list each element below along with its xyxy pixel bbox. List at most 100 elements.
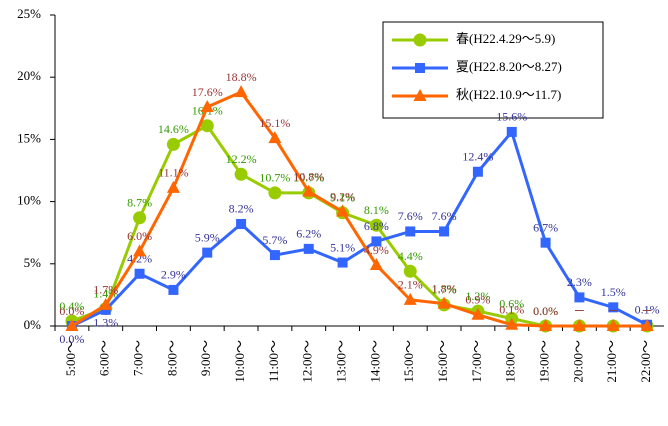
data-label: 7.6% <box>432 209 457 223</box>
data-label: － <box>573 304 585 318</box>
point <box>539 319 553 331</box>
data-label: 0.0% <box>59 332 84 346</box>
x-tick-label: 22:00〜 <box>638 340 653 383</box>
point <box>405 226 416 237</box>
point <box>234 167 248 181</box>
legend-label: 春(H22.4.29〜5.9) <box>456 31 555 46</box>
data-label: 8.1% <box>364 203 389 217</box>
x-tick-label: 14:00〜 <box>367 340 382 383</box>
point <box>269 250 280 261</box>
point <box>99 297 113 310</box>
point <box>505 317 519 330</box>
x-tick-label: 6:00〜 <box>97 340 112 376</box>
data-label: 7.6% <box>398 209 423 223</box>
point <box>415 63 425 73</box>
data-label: 0.6% <box>499 296 524 310</box>
point <box>133 244 147 257</box>
point <box>640 319 654 331</box>
series-line <box>71 90 648 328</box>
point <box>168 284 179 295</box>
data-label: 1.7% <box>93 283 118 297</box>
point <box>134 268 145 279</box>
data-label: 1.3% <box>93 316 118 330</box>
legend-label: 秋(H22.10.9〜11.7) <box>456 87 561 102</box>
point <box>608 302 619 313</box>
x-tick-label: 21:00〜 <box>604 340 619 383</box>
point <box>606 319 620 331</box>
data-label: 17.6% <box>192 85 223 99</box>
point <box>200 100 214 113</box>
point <box>65 319 79 331</box>
x-tick-label: 8:00〜 <box>164 340 179 376</box>
x-tick-label: 19:00〜 <box>537 340 552 383</box>
x-tick-label: 13:00〜 <box>334 340 349 383</box>
data-label: 8.2% <box>229 202 254 216</box>
series-line <box>71 128 648 328</box>
data-label: － <box>641 304 653 318</box>
data-label: 15.6% <box>496 110 527 124</box>
point <box>166 137 180 151</box>
point <box>371 236 382 247</box>
data-label: 1.8% <box>432 281 457 295</box>
data-label: 6.2% <box>296 227 321 241</box>
data-label: 6.0% <box>127 229 152 243</box>
y-tick-label: 5% <box>24 255 42 270</box>
data-label: 14.6% <box>158 122 189 136</box>
data-label: － <box>607 304 619 318</box>
data-label: 10.8% <box>293 169 324 183</box>
data-label: 12.4% <box>462 149 493 163</box>
point <box>236 218 247 229</box>
data-label: 15.1% <box>259 116 290 130</box>
data-label: 11.1% <box>158 166 189 180</box>
point <box>166 180 180 193</box>
x-tick-label: 5:00〜 <box>63 340 78 376</box>
data-label: 0.0% <box>533 304 558 318</box>
data-label: 2.3% <box>567 275 592 289</box>
data-label: 5.9% <box>195 230 220 244</box>
data-label: 6.8% <box>364 219 389 233</box>
data-label: 5.7% <box>262 233 287 247</box>
point <box>413 89 427 101</box>
data-label: 0.9% <box>465 293 490 307</box>
point <box>133 211 147 225</box>
point <box>506 126 517 137</box>
point <box>268 131 282 144</box>
point <box>234 85 248 98</box>
data-label: 5.1% <box>330 240 355 254</box>
data-label: 0.0% <box>533 304 558 318</box>
x-tick-label: 17:00〜 <box>469 340 484 383</box>
data-label: 0.1% <box>499 303 524 317</box>
data-label: 9.2% <box>330 189 355 203</box>
x-tick-label: 20:00〜 <box>570 340 585 383</box>
data-label: 0.1% <box>635 303 660 317</box>
point <box>437 296 451 309</box>
data-label: 10.7% <box>259 171 290 185</box>
x-tick-label: 9:00〜 <box>198 340 213 376</box>
x-tick-label: 12:00〜 <box>300 340 315 383</box>
data-label: 18.8% <box>226 70 257 84</box>
data-label: － <box>573 304 585 318</box>
data-label: － <box>641 304 653 318</box>
data-label: 1.7% <box>432 283 457 297</box>
data-label: 12.2% <box>226 152 257 166</box>
data-label: 0.4% <box>59 299 84 313</box>
y-tick-label: 10% <box>17 193 41 208</box>
series-line <box>71 123 648 328</box>
point <box>268 186 282 200</box>
point <box>572 319 586 331</box>
point <box>369 218 383 232</box>
y-tick-label: 25% <box>17 6 41 21</box>
point <box>439 226 450 237</box>
data-label: 1.2% <box>465 289 490 303</box>
x-tick-label: 18:00〜 <box>503 340 518 383</box>
data-label: 2.9% <box>161 268 186 282</box>
point <box>574 292 585 303</box>
point <box>200 119 214 133</box>
data-label: 2.1% <box>398 278 423 292</box>
data-label: 1.5% <box>601 285 626 299</box>
point <box>540 237 551 248</box>
x-tick-label: 10:00〜 <box>232 340 247 383</box>
y-tick-label: 20% <box>17 68 41 83</box>
data-label: 6.7% <box>533 220 558 234</box>
y-tick-label: 15% <box>17 130 41 145</box>
